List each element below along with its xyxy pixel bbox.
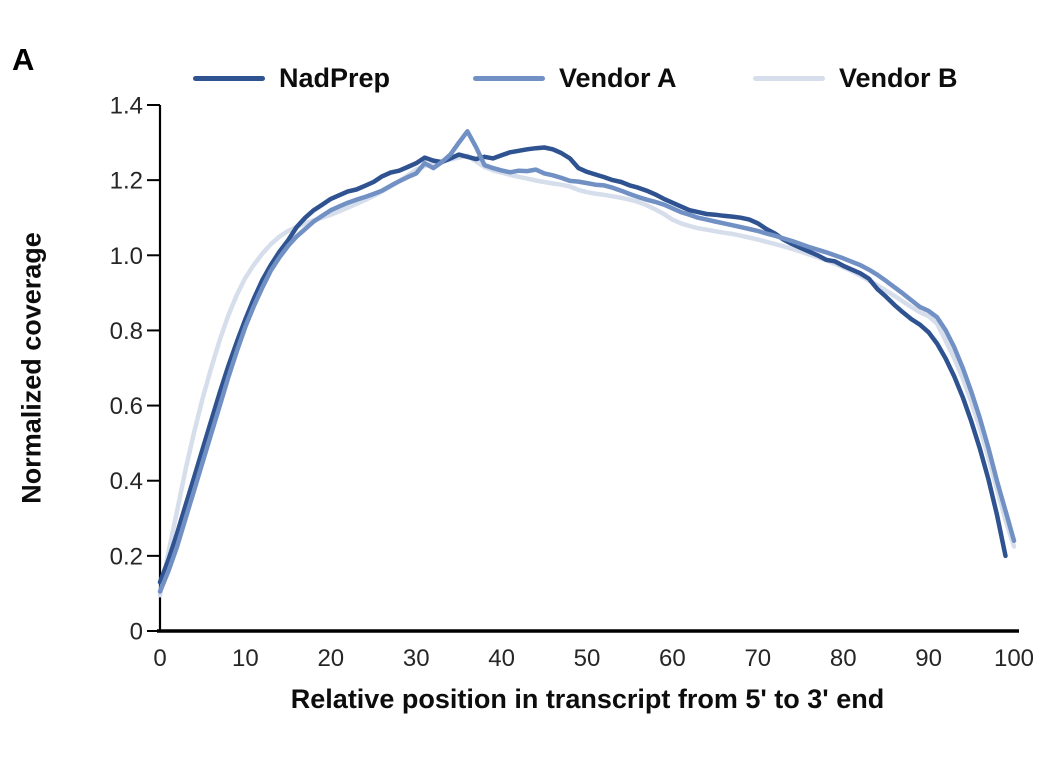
x-tick-label: 0 [153,645,166,672]
y-tick-label: 1.2 [110,168,143,195]
legend-label-nadprep: NadPrep [279,62,391,93]
legend-item-vendor-a: Vendor A [473,63,677,93]
legend-item-vendor-b: Vendor B [753,63,958,93]
y-tick-label: 1.0 [110,243,143,270]
x-tick-label: 40 [488,645,515,672]
y-tick-label: 0.6 [110,393,143,420]
y-axis: 0 0.2 0.4 0.6 0.8 1.0 1.2 1.4 [110,93,162,646]
x-tick-label: 80 [830,645,857,672]
panel-label: A [12,42,35,77]
y-tick-label: 1.4 [110,93,143,120]
x-tick-label: 70 [744,645,771,672]
y-tick-label: 0 [130,619,143,646]
x-tick-label: 30 [403,645,430,672]
x-axis-title: Relative position in transcript from 5' … [290,684,885,714]
legend-item-nadprep: NadPrep [193,63,390,93]
x-tick-label: 20 [317,645,344,672]
series-line-vendor-a [157,129,1017,594]
legend-line-swatch-nadprep [193,75,265,81]
y-axis-title: Normalized coverage [16,232,47,504]
legend-line-swatch-vendor-b [753,75,825,81]
legend-line-swatch-vendor-a [473,75,545,81]
x-tick-label: 60 [659,645,686,672]
x-tick-label: 90 [915,645,942,672]
y-tick-label: 0.8 [110,318,143,345]
legend-label-vendor-a: Vendor A [559,62,677,93]
y-tick-label: 0.4 [110,468,143,495]
x-tick-label: 10 [232,645,259,672]
x-axis: 0 10 20 30 40 50 60 70 80 90 100 [153,629,1034,672]
x-tick-label: 50 [574,645,601,672]
legend-label-vendor-b: Vendor B [839,62,958,93]
series-line-nadprep [157,145,1008,585]
y-tick-label: 0.2 [110,543,143,570]
series-line-vendor-b [157,153,1017,598]
x-tick-label: 100 [994,645,1034,672]
